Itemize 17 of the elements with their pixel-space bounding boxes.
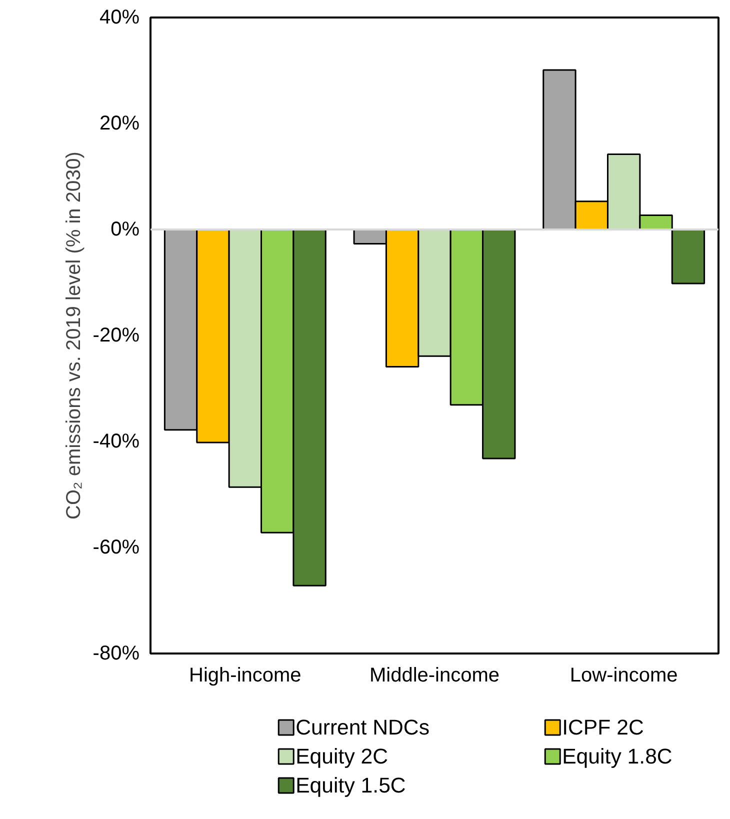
legend-label: Equity 1.8C: [562, 744, 672, 768]
y-tick-label: -40%: [92, 430, 140, 452]
y-tick-label: 20%: [99, 112, 140, 134]
y-tick-label: -60%: [92, 536, 140, 558]
bar: [671, 228, 706, 284]
x-tick-label: High-income: [189, 664, 302, 686]
x-tick-label: Middle-income: [369, 664, 500, 686]
x-tick-label: Low-income: [570, 664, 678, 686]
legend-label: Equity 2C: [296, 744, 388, 768]
y-tick-label: -20%: [92, 324, 140, 346]
y-tick-label: 40%: [99, 6, 140, 28]
y-tick-label: -80%: [92, 642, 140, 664]
y-tick-label: 0%: [110, 218, 140, 240]
legend-label: Current NDCs: [296, 716, 430, 740]
y-axis-title: CO₂ emissions vs. 2019 level (% in 2030): [62, 152, 85, 520]
legend-label: Equity 1.5C: [296, 774, 406, 798]
legend-label: ICPF 2C: [562, 716, 644, 740]
